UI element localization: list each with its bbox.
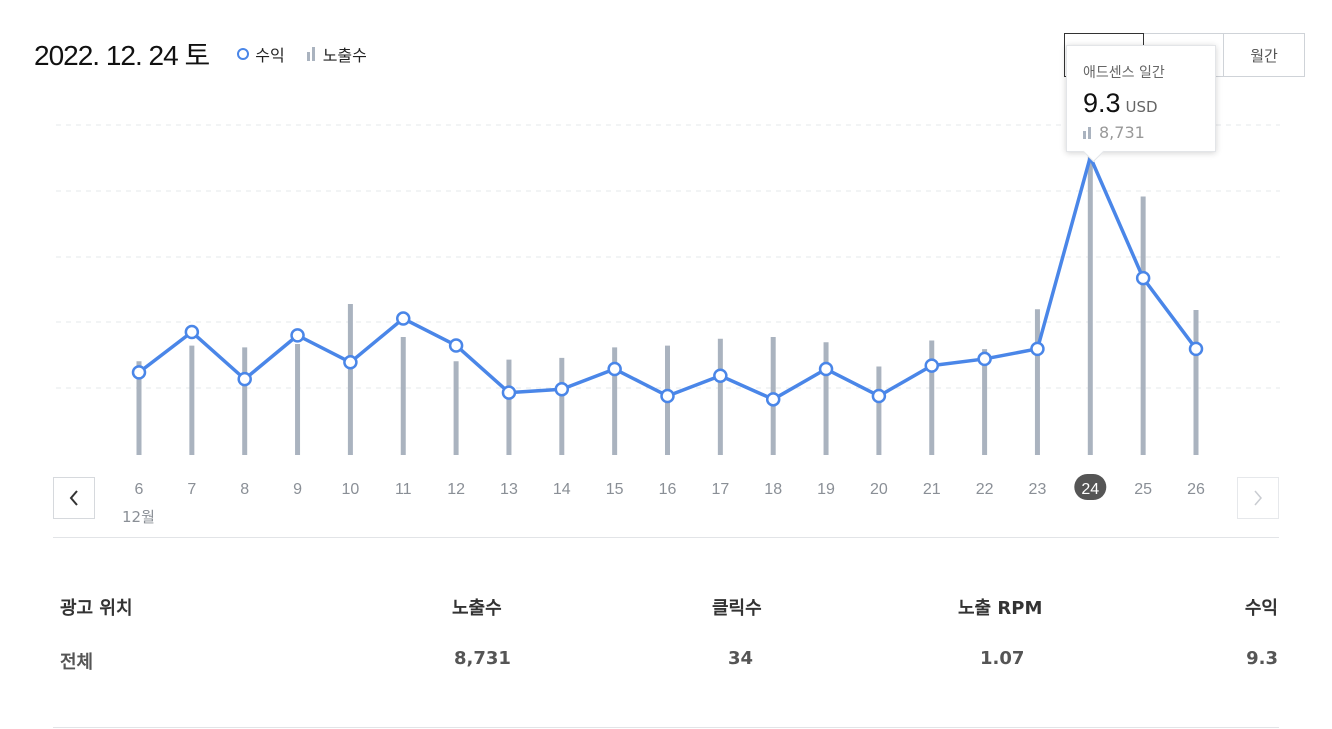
divider bbox=[53, 727, 1279, 728]
x-tick-label: 11 bbox=[395, 481, 412, 498]
revenue-point bbox=[607, 361, 622, 377]
legend: 수익 노출수 bbox=[237, 42, 389, 66]
selected-date-marker bbox=[1074, 474, 1107, 500]
selected-date: 2022. 12. 24 토 bbox=[34, 40, 210, 71]
chart-tooltip: 애드센스 일간 9.3 USD 8,731 bbox=[1066, 45, 1216, 152]
col-header-revenue: 수익 bbox=[1244, 598, 1278, 619]
revenue-point bbox=[713, 368, 728, 384]
x-tick-label: 26 bbox=[1187, 481, 1205, 498]
cell-impressions: 8,731 bbox=[454, 648, 511, 669]
col-header-ad-position: 광고 위치 bbox=[60, 598, 133, 619]
revenue-point bbox=[977, 351, 992, 367]
chevron-right-icon bbox=[1254, 490, 1262, 506]
revenue-point bbox=[554, 381, 570, 397]
table-header-row: 광고 위치 노출수 클릭수 노출 RPM 수익 bbox=[60, 590, 1278, 626]
impression-bars-icon bbox=[1083, 126, 1093, 139]
x-tick-label: 14 bbox=[553, 481, 571, 498]
tooltip-impressions: 8,731 bbox=[1099, 123, 1145, 142]
cell-revenue: 9.3 bbox=[1246, 648, 1278, 669]
x-tick-label: 20 bbox=[870, 481, 888, 498]
col-header-impressions: 노출수 bbox=[452, 598, 502, 619]
revenue-point bbox=[1188, 341, 1204, 357]
revenue-point bbox=[871, 388, 887, 404]
x-tick-label: 12 bbox=[447, 481, 465, 498]
col-header-clicks: 클릭수 bbox=[712, 598, 762, 619]
legend-impressions-label: 노출수 bbox=[322, 46, 367, 65]
revenue-impressions-chart: 6 7 8 9 10 11 12 13 14 15 16 17 18 19 20 21 22 23 24 25 26 bbox=[56, 124, 1280, 500]
x-tick-label: 9 bbox=[293, 481, 302, 498]
revenue-point bbox=[818, 361, 834, 377]
tooltip-unit: USD bbox=[1125, 98, 1158, 116]
revenue-point bbox=[660, 388, 675, 404]
cell-rpm: 1.07 bbox=[980, 648, 1025, 669]
revenue-table: 광고 위치 노출수 클릭수 노출 RPM 수익 전체 8,731 34 1.07… bbox=[60, 590, 1278, 680]
chart-header: 2022. 12. 24 토 수익 노출수 bbox=[34, 32, 389, 76]
next-period-button[interactable] bbox=[1237, 477, 1279, 519]
impression-bars-icon bbox=[306, 47, 317, 61]
revenue-marker-icon bbox=[237, 48, 250, 60]
tooltip-value: 9.3 bbox=[1083, 88, 1121, 118]
chevron-left-icon bbox=[69, 490, 78, 506]
legend-item-revenue: 수익 bbox=[237, 42, 285, 66]
legend-revenue-label: 수익 bbox=[255, 46, 285, 65]
x-tick-label: 13 bbox=[500, 481, 518, 498]
x-tick-label: 24 bbox=[1081, 481, 1099, 498]
revenue-point bbox=[184, 324, 200, 340]
prev-period-button[interactable] bbox=[53, 477, 95, 519]
revenue-point bbox=[131, 365, 147, 380]
x-tick-label: 21 bbox=[923, 481, 941, 498]
x-tick-label: 15 bbox=[606, 481, 624, 498]
x-tick-label: 6 bbox=[135, 481, 144, 498]
x-tick-label: 17 bbox=[711, 481, 729, 498]
revenue-point bbox=[448, 338, 464, 353]
revenue-point bbox=[237, 371, 252, 387]
x-tick-label: 16 bbox=[659, 481, 677, 498]
table-row: 전체 8,731 34 1.07 9.3 bbox=[60, 644, 1278, 680]
x-tick-label: 23 bbox=[1029, 481, 1047, 498]
x-tick-label: 10 bbox=[342, 481, 360, 498]
revenue-point bbox=[501, 385, 517, 400]
revenue-point bbox=[765, 392, 781, 407]
cell-clicks: 34 bbox=[728, 648, 754, 669]
x-tick-label: 25 bbox=[1134, 481, 1152, 498]
legend-item-impressions: 노출수 bbox=[306, 42, 367, 66]
x-tick-label: 7 bbox=[187, 481, 196, 498]
revenue-point bbox=[924, 358, 939, 373]
x-tick-label: 18 bbox=[764, 481, 782, 498]
x-tick-label: 8 bbox=[240, 481, 249, 498]
revenue-point bbox=[1135, 270, 1151, 286]
revenue-point bbox=[396, 311, 411, 326]
x-month-label: 12월 bbox=[122, 508, 155, 526]
x-tick-label: 19 bbox=[817, 481, 835, 498]
tooltip-title: 애드센스 일간 bbox=[1083, 65, 1165, 81]
divider bbox=[53, 537, 1279, 538]
revenue-point bbox=[1030, 341, 1045, 357]
period-tab-monthly[interactable]: 월간 bbox=[1224, 33, 1305, 77]
revenue-point bbox=[290, 328, 305, 343]
cell-ad-position: 전체 bbox=[60, 652, 94, 673]
revenue-point bbox=[343, 355, 358, 370]
col-header-rpm: 노출 RPM bbox=[958, 598, 1043, 619]
x-tick-label: 22 bbox=[976, 481, 994, 498]
